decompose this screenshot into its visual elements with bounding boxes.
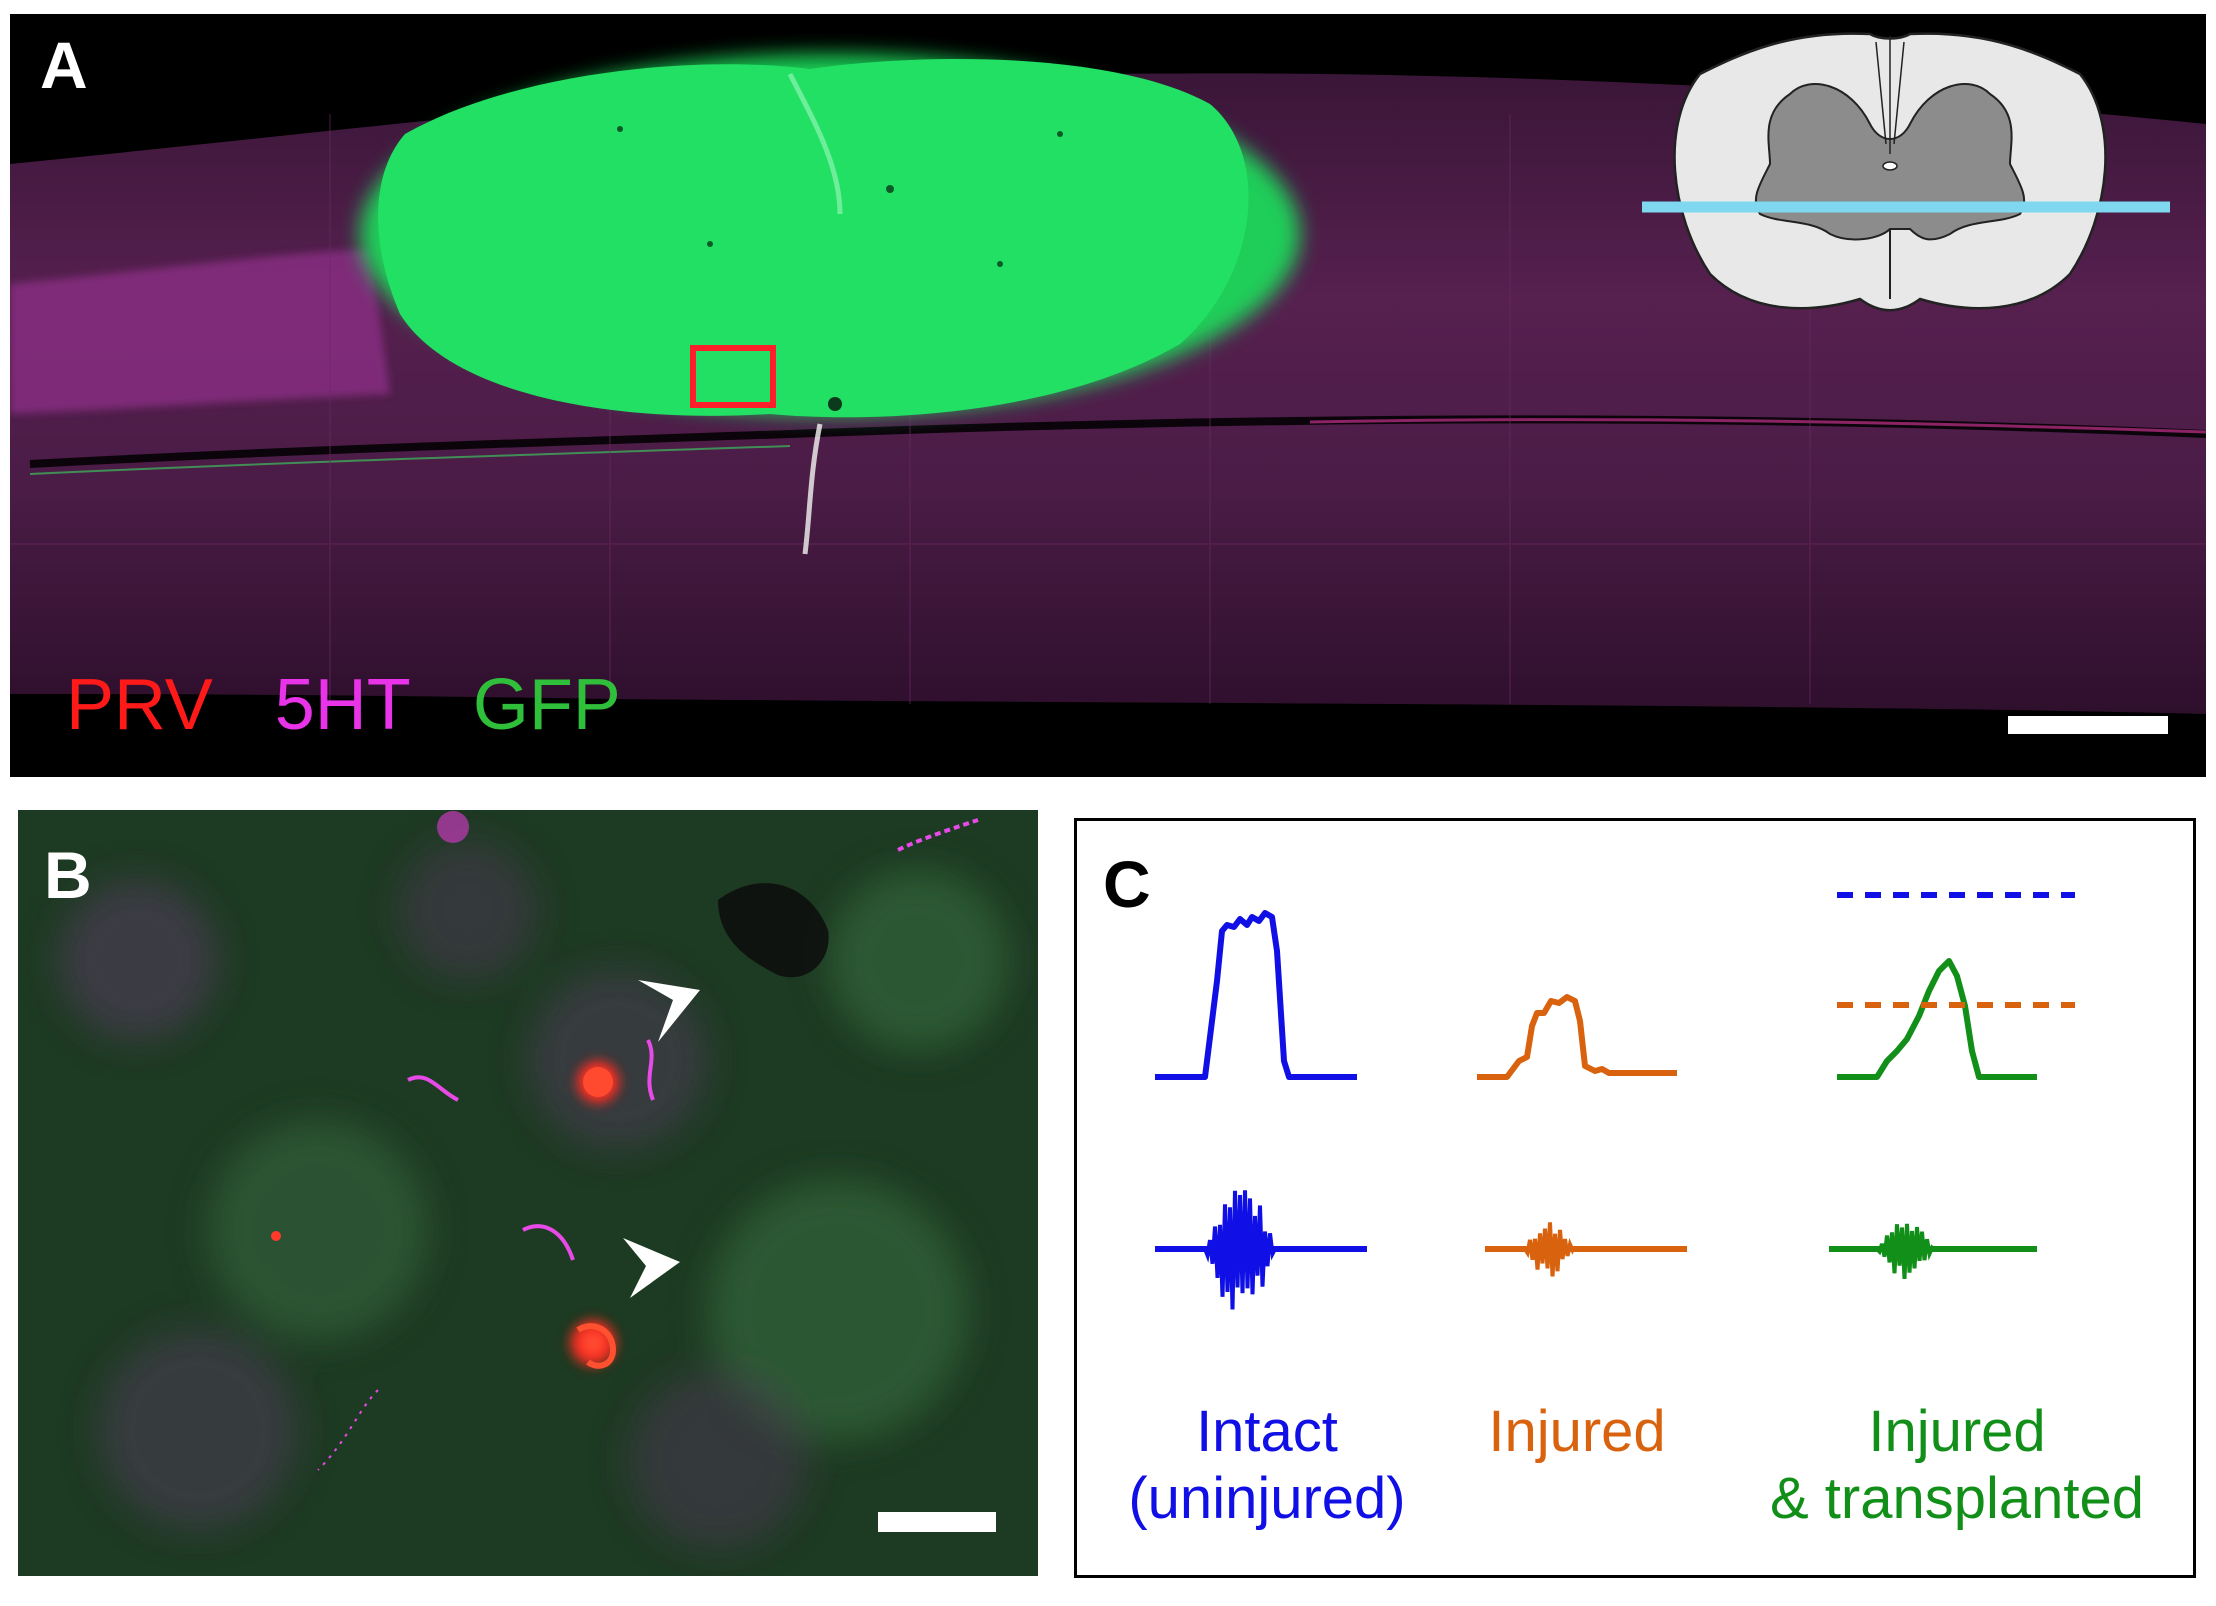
stain-legend: PRV 5HT GFP bbox=[66, 669, 663, 741]
serotonergic-tract bbox=[10, 249, 390, 414]
injured-envelope-trace bbox=[1477, 994, 1677, 1080]
scale-bar-b bbox=[878, 1512, 996, 1532]
condition-label-intact: Intact (uninjured) bbox=[1128, 1399, 1406, 1531]
panel-label-b: B bbox=[44, 838, 92, 912]
condition-label-injured: Injured bbox=[1488, 1399, 1666, 1464]
high-magnification-field bbox=[58, 811, 1008, 1550]
scale-bar-a bbox=[2008, 716, 2168, 734]
gfp-graft bbox=[360, 54, 1300, 555]
arrowhead-1 bbox=[638, 980, 700, 1042]
intact-envelope-trace bbox=[1155, 910, 1357, 1080]
panel-label-a: A bbox=[40, 28, 88, 102]
arrowhead-2 bbox=[623, 1238, 680, 1298]
stain-label-prv: PRV bbox=[66, 665, 213, 745]
condition-label-transplanted: Injured & transplanted bbox=[1769, 1399, 2145, 1531]
activity-traces bbox=[1155, 892, 2075, 1310]
injured-emg-trace bbox=[1485, 1222, 1687, 1277]
stain-label-gfp: GFP bbox=[472, 665, 621, 745]
tissue-texture bbox=[58, 840, 1008, 1550]
blood-vessel bbox=[718, 883, 829, 978]
panel-b-micrograph: B bbox=[18, 810, 1038, 1576]
stain-label-5ht: 5HT bbox=[274, 665, 411, 745]
transplanted-emg-trace bbox=[1829, 1223, 2037, 1279]
transplanted-envelope-trace bbox=[1837, 958, 2037, 1080]
panel-a-micrograph: A PRV 5HT GFP bbox=[10, 14, 2206, 777]
intact-emg-trace bbox=[1155, 1190, 1367, 1310]
inset-location-box bbox=[690, 345, 776, 408]
panel-label-c: C bbox=[1103, 847, 1151, 921]
cross-section-schematic bbox=[1642, 32, 2170, 312]
serotonergic-fibers bbox=[317, 818, 979, 1471]
spinal-cord-longitudinal-section bbox=[10, 32, 2206, 714]
panel-c-schematic: C Intact (uninjured) Injured Injured & t… bbox=[1074, 818, 2196, 1578]
